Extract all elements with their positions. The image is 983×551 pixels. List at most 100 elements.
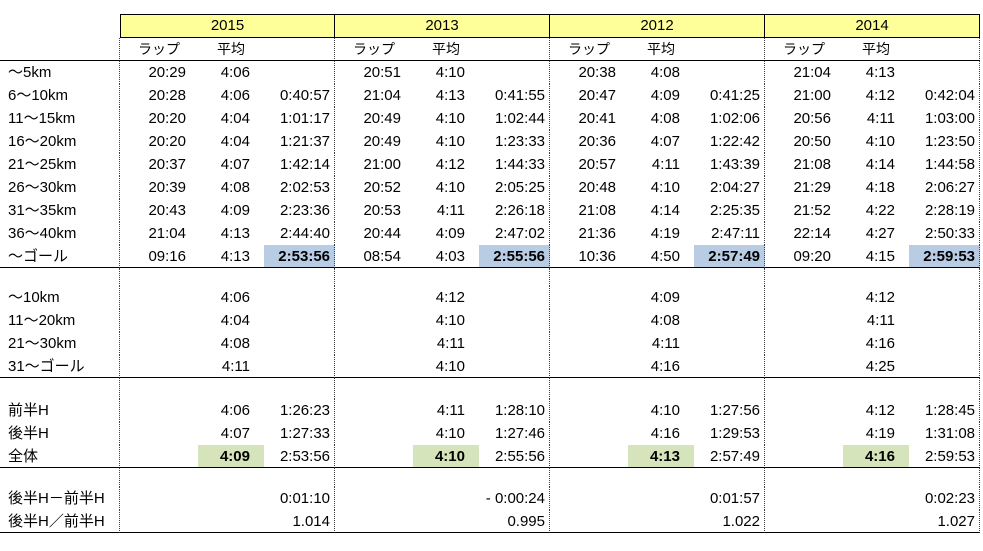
gap-cell bbox=[550, 268, 628, 286]
cum-cell bbox=[694, 286, 765, 309]
cum-column-spacer bbox=[694, 38, 765, 61]
cum-cell: 0:01:57 bbox=[694, 487, 765, 510]
cum-cell: 1:42:14 bbox=[264, 153, 335, 176]
lap-cell bbox=[335, 487, 413, 510]
lap-cell: 20:49 bbox=[363, 110, 401, 127]
cum-cell bbox=[479, 286, 550, 309]
avg-cell: 4:11 bbox=[436, 202, 465, 219]
avg-cell: 4:16 bbox=[843, 445, 909, 468]
results-table: 2015 2013 2012 2014 ラップ 平均 ラップ 平均 ラップ 平均 ラップ 平均 ～5km… bbox=[0, 14, 980, 533]
lap-cell: 20:29 bbox=[148, 64, 186, 81]
cum-cell bbox=[479, 355, 550, 378]
lap-cell bbox=[765, 510, 843, 533]
lap-cell: 10:36 bbox=[550, 245, 628, 268]
avg-cell: 4:11 bbox=[436, 402, 465, 419]
avg-cell: 4:10 bbox=[413, 355, 479, 378]
row-label: 21～30km bbox=[0, 332, 120, 355]
avg-cell: 4:14 bbox=[650, 202, 680, 219]
avg-cell bbox=[198, 510, 264, 533]
avg-cell: 4:09 bbox=[198, 445, 264, 468]
avg-cell bbox=[413, 510, 479, 533]
avg-cell: 4:12 bbox=[435, 289, 465, 306]
avg-cell: 4:27 bbox=[865, 225, 895, 242]
cum-cell: 1:03:00 bbox=[909, 107, 980, 130]
lap-column-header: ラップ bbox=[120, 38, 198, 61]
lap-cell bbox=[765, 355, 843, 378]
avg-cell: 4:03 bbox=[413, 245, 479, 268]
avg-cell: 4:10 bbox=[435, 179, 465, 196]
lap-cell: 21:08 bbox=[793, 156, 831, 173]
cum-cell: 1.014 bbox=[264, 510, 335, 533]
lap-cell bbox=[120, 487, 198, 510]
gap-cell bbox=[843, 268, 909, 286]
avg-cell: 4:18 bbox=[865, 179, 895, 196]
cum-cell bbox=[694, 309, 765, 332]
lap-cell bbox=[550, 399, 628, 422]
cum-cell: 2:53:56 bbox=[264, 445, 335, 468]
cum-cell: 0:02:23 bbox=[909, 487, 980, 510]
avg-cell: 4:09 bbox=[650, 289, 680, 306]
gap-cell bbox=[120, 268, 198, 286]
year-header: 2015 bbox=[120, 14, 335, 38]
avg-column-header: 平均 bbox=[843, 38, 909, 61]
lap-cell bbox=[335, 332, 413, 355]
cum-cell: 1:23:33 bbox=[479, 130, 550, 153]
year-header: 2013 bbox=[335, 14, 550, 38]
lap-cell: 21:04 bbox=[148, 225, 186, 242]
cum-cell bbox=[264, 286, 335, 309]
avg-cell: 4:16 bbox=[865, 335, 895, 352]
lap-cell bbox=[120, 399, 198, 422]
lap-column-header: ラップ bbox=[335, 38, 413, 61]
cum-cell: 0:40:57 bbox=[264, 84, 335, 107]
lap-cell: 20:49 bbox=[363, 133, 401, 150]
avg-cell bbox=[198, 487, 264, 510]
lap-cell: 20:41 bbox=[578, 110, 616, 127]
avg-cell: 4:10 bbox=[435, 110, 465, 127]
lap-cell: 20:37 bbox=[148, 156, 186, 173]
lap-cell: 20:57 bbox=[578, 156, 616, 173]
avg-cell bbox=[843, 510, 909, 533]
avg-cell: 4:09 bbox=[650, 87, 680, 104]
gap-cell bbox=[765, 468, 843, 487]
cum-cell: 2:55:56 bbox=[479, 445, 550, 468]
avg-column-header: 平均 bbox=[628, 38, 694, 61]
avg-cell: 4:09 bbox=[220, 202, 250, 219]
cum-cell: 1:02:44 bbox=[479, 107, 550, 130]
avg-cell: 4:13 bbox=[435, 87, 465, 104]
lap-cell: 21:04 bbox=[363, 87, 401, 104]
cum-cell: 1:44:33 bbox=[479, 153, 550, 176]
cum-cell: 2:55:56 bbox=[479, 245, 550, 268]
cum-column-spacer bbox=[264, 38, 335, 61]
gap-cell bbox=[264, 268, 335, 286]
year-header: 2012 bbox=[550, 14, 765, 38]
lap-cell: 20:50 bbox=[793, 133, 831, 150]
avg-cell: 4:12 bbox=[435, 156, 465, 173]
lap-cell bbox=[550, 286, 628, 309]
gap-cell bbox=[694, 268, 765, 286]
avg-cell: 4:04 bbox=[220, 312, 250, 329]
cum-cell bbox=[479, 309, 550, 332]
avg-cell: 4:19 bbox=[865, 425, 895, 442]
gap-cell bbox=[198, 268, 264, 286]
row-label: 11～20km bbox=[0, 309, 120, 332]
avg-cell: 4:13 bbox=[865, 64, 895, 81]
gap-cell bbox=[0, 468, 120, 487]
row-label: 後半H／前半H bbox=[0, 510, 120, 533]
gap-cell bbox=[550, 468, 628, 487]
avg-cell: 4:06 bbox=[220, 402, 250, 419]
cum-cell bbox=[909, 309, 980, 332]
lap-cell: 20:28 bbox=[148, 87, 186, 104]
row-label: 全体 bbox=[0, 445, 120, 468]
cum-cell bbox=[479, 61, 550, 84]
cum-cell: 1:43:39 bbox=[694, 153, 765, 176]
cum-cell: 0:41:25 bbox=[694, 84, 765, 107]
gap-cell bbox=[765, 268, 843, 286]
cum-cell: 2:02:53 bbox=[264, 176, 335, 199]
lap-cell bbox=[120, 309, 198, 332]
lap-cell: 20:20 bbox=[148, 110, 186, 127]
lap-cell bbox=[335, 309, 413, 332]
avg-cell: 4:08 bbox=[650, 64, 680, 81]
cum-cell: 2:25:35 bbox=[694, 199, 765, 222]
row-label: 後半H－前半H bbox=[0, 487, 120, 510]
lap-cell: 21:29 bbox=[793, 179, 831, 196]
